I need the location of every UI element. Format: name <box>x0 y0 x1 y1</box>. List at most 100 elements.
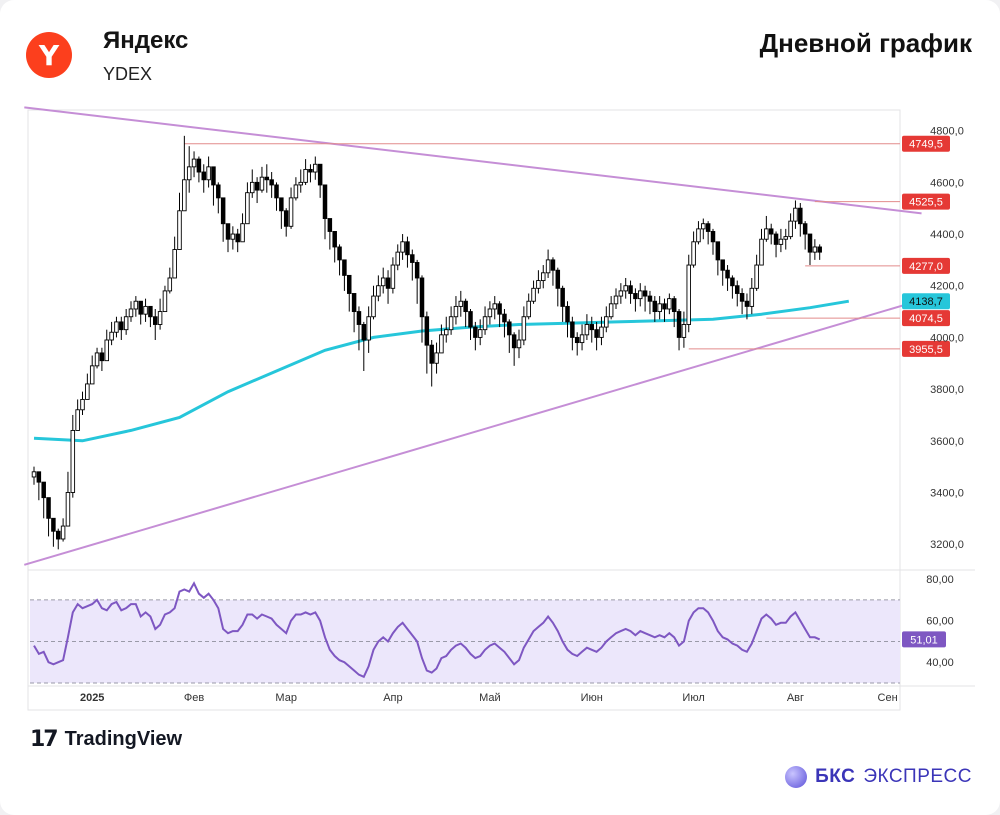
candle <box>119 316 124 340</box>
candle-body-up <box>366 316 371 341</box>
candle-body-down <box>560 287 565 307</box>
bks-sphere-icon <box>785 766 808 788</box>
candle-body-up <box>599 326 604 338</box>
candle-body-up <box>444 329 449 336</box>
candle <box>167 267 173 294</box>
candle <box>269 172 274 198</box>
candle-body-down <box>410 254 415 263</box>
candle <box>541 265 546 289</box>
candle-body-down <box>589 324 595 331</box>
candle-body-down <box>550 259 556 271</box>
candle-body-up <box>313 163 318 173</box>
candle-body-down <box>730 277 735 287</box>
candle-body-up <box>657 303 662 313</box>
candle <box>186 146 192 193</box>
candle <box>211 166 216 206</box>
candle <box>531 280 536 304</box>
candle-body-up <box>531 287 536 302</box>
candle <box>594 321 599 351</box>
candle-body-up <box>448 316 454 331</box>
candle-body-down <box>138 300 143 315</box>
candle <box>385 270 391 304</box>
candle-body-down <box>798 207 803 225</box>
candle-body-up <box>31 471 37 478</box>
trendlines <box>24 106 922 566</box>
candle <box>642 285 648 312</box>
candle-body-down <box>628 285 633 294</box>
candle-body-down <box>715 241 721 261</box>
candle <box>715 241 721 276</box>
candle-body-down <box>574 336 580 344</box>
candle <box>400 234 405 260</box>
candle-body-down <box>594 329 599 338</box>
candle <box>395 244 401 271</box>
candle <box>133 296 139 317</box>
candle <box>536 270 541 294</box>
candle <box>453 296 459 325</box>
candle <box>521 306 527 346</box>
candle <box>589 316 595 343</box>
candle <box>303 159 308 185</box>
candle <box>376 275 381 302</box>
candle <box>701 218 706 240</box>
candle-body-up <box>759 238 764 266</box>
candle-body-up <box>584 324 590 336</box>
candle-body-down <box>342 259 347 276</box>
candle-body-up <box>400 241 405 253</box>
candle-body-down <box>502 313 507 323</box>
candle <box>342 259 347 291</box>
candle <box>283 208 289 237</box>
candle-body-down <box>317 163 323 186</box>
candle <box>511 332 517 366</box>
candle-body-up <box>788 220 793 238</box>
candle <box>196 156 202 183</box>
candle <box>245 182 250 225</box>
rsi-value-label: 51,01 <box>910 634 938 646</box>
candle <box>177 192 182 251</box>
candle <box>172 236 177 279</box>
rsi-tick-label: 40,00 <box>926 657 954 669</box>
candle-body-down <box>235 233 240 243</box>
time-tick-label: Май <box>479 692 501 704</box>
candle <box>148 305 153 328</box>
candle-body-down <box>768 228 774 235</box>
price-level-label: 3955,5 <box>909 344 943 356</box>
candle <box>429 340 434 387</box>
candle-body-up <box>259 176 265 191</box>
candle <box>744 293 750 320</box>
candle <box>390 257 396 294</box>
candle <box>75 399 80 431</box>
candle-body-down <box>99 352 105 362</box>
tradingview-logo: 17 TradingView <box>30 727 182 752</box>
candle <box>249 169 255 198</box>
candle-body-down <box>322 184 328 219</box>
rsi-value-tag <box>902 631 946 648</box>
candle-body-down <box>419 277 425 318</box>
candle-body-up <box>395 251 401 266</box>
candle <box>555 267 561 307</box>
candle-body-up <box>579 334 585 344</box>
price-tick-label: 4400,0 <box>930 229 964 241</box>
candle <box>162 285 168 313</box>
candle <box>618 283 624 304</box>
candle <box>439 324 444 354</box>
candle-body-up <box>104 339 109 362</box>
candle <box>41 481 46 519</box>
candle <box>759 228 764 266</box>
candle <box>764 215 769 242</box>
candle <box>516 329 522 359</box>
candle <box>274 182 279 211</box>
price-tick-label: 3200,0 <box>930 539 964 551</box>
candle-body-up <box>545 259 551 274</box>
candle <box>628 280 633 304</box>
candle <box>783 228 789 250</box>
candle <box>657 296 662 320</box>
candle <box>633 288 638 312</box>
candle-body-up <box>701 223 706 230</box>
candle-body-up <box>288 197 294 227</box>
candle <box>143 298 148 322</box>
candle <box>419 275 425 343</box>
chart-title: Дневной график <box>759 28 972 58</box>
bks-label: БКС <box>815 766 856 787</box>
